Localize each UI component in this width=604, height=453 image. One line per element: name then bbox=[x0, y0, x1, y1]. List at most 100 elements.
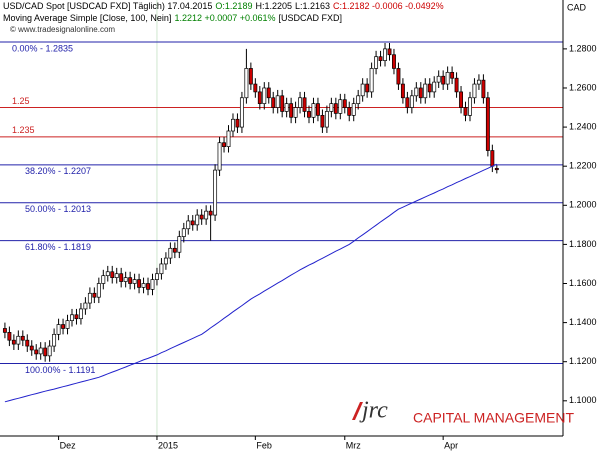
logo-tagline: CAPITAL MANAGEMENT bbox=[413, 410, 574, 426]
header-line: USD/CAD Spot [USDCAD FXD] Täglich) 17.04… bbox=[3, 1, 444, 11]
candle-body bbox=[87, 292, 92, 304]
candle-body bbox=[374, 56, 379, 69]
candle-body bbox=[450, 71, 455, 79]
y-tick-label: 1.2400 bbox=[569, 121, 597, 131]
candle-body bbox=[213, 169, 218, 216]
candle-body bbox=[56, 324, 61, 335]
candle-body bbox=[365, 83, 370, 93]
level-label: 38.20% - 1.2207 bbox=[25, 166, 91, 176]
candle-body bbox=[441, 75, 446, 85]
y-tick-label: 1.1800 bbox=[569, 239, 597, 249]
candle-body bbox=[11, 339, 16, 345]
candle-body bbox=[195, 214, 200, 226]
candle-body bbox=[454, 77, 459, 93]
header-segment: L:1.2163 bbox=[295, 1, 330, 11]
candle-body bbox=[257, 91, 262, 104]
copyright: © www.tradesignalonline.com bbox=[10, 25, 115, 34]
candle-body bbox=[159, 263, 164, 275]
candle-body bbox=[74, 314, 79, 320]
level-label: 61.80% - 1.1819 bbox=[25, 242, 91, 252]
candle-body bbox=[29, 345, 34, 351]
candle-body bbox=[101, 275, 106, 284]
candle-body bbox=[387, 48, 392, 56]
candle-body bbox=[96, 283, 101, 298]
x-tick-label: Apr bbox=[444, 440, 458, 450]
candle-body bbox=[275, 95, 280, 108]
y-tick-label: 1.1400 bbox=[569, 317, 597, 327]
candle-body bbox=[293, 107, 298, 118]
candle-body bbox=[172, 247, 177, 253]
candle-body bbox=[16, 335, 21, 345]
candle-body bbox=[235, 118, 240, 128]
candle-body bbox=[92, 292, 97, 298]
header-segment: USD/CAD Spot [USDCAD FXD] Täglich) 17.04… bbox=[3, 1, 212, 11]
candle-body bbox=[226, 130, 231, 147]
level-label: 1.235 bbox=[12, 125, 35, 135]
candle-body bbox=[280, 95, 285, 112]
candle-body bbox=[123, 277, 128, 282]
header-segment: Moving Average Simple [Close, 100, Nein] bbox=[3, 13, 171, 23]
candle-body bbox=[360, 83, 365, 97]
candle-body bbox=[329, 103, 334, 112]
candle-body bbox=[110, 271, 115, 278]
candle-body bbox=[463, 107, 468, 116]
logo: jrc CAPITAL MANAGEMENT bbox=[352, 398, 574, 426]
candle-body bbox=[400, 83, 405, 99]
candle-body bbox=[132, 279, 137, 284]
candle-body bbox=[423, 83, 428, 99]
candle-body bbox=[61, 324, 66, 329]
candle-body bbox=[320, 115, 325, 128]
candle-body bbox=[114, 273, 119, 278]
level-label: 0.00% - 1.2835 bbox=[12, 43, 73, 53]
candle-body bbox=[7, 332, 12, 341]
candle-body bbox=[324, 111, 329, 128]
candle-body bbox=[128, 277, 133, 284]
candle-body bbox=[298, 97, 303, 108]
x-tick-label: Feb bbox=[256, 440, 272, 450]
candle-body bbox=[289, 103, 294, 118]
candle-body bbox=[222, 142, 226, 147]
header-line: Moving Average Simple [Close, 100, Nein]… bbox=[3, 13, 342, 23]
candle-body bbox=[409, 95, 414, 108]
candle-body bbox=[239, 97, 244, 128]
candle-body bbox=[427, 83, 432, 93]
candle-body bbox=[392, 54, 396, 69]
level-label: 1.25 bbox=[12, 96, 30, 106]
candle-body bbox=[396, 68, 401, 85]
candle-body bbox=[476, 79, 481, 85]
candle-body bbox=[231, 118, 235, 132]
level-label: 50.00% - 1.2013 bbox=[25, 204, 91, 214]
candle-body bbox=[204, 210, 209, 220]
level-label: 100.00% - 1.1191 bbox=[25, 365, 95, 375]
x-tick-label: Dez bbox=[60, 440, 77, 450]
y-tick-label: 1.2200 bbox=[569, 161, 597, 171]
candle-body bbox=[141, 283, 146, 288]
candle-body bbox=[20, 335, 25, 341]
candle-body bbox=[436, 75, 441, 83]
candle-body bbox=[481, 79, 486, 99]
candle-body bbox=[472, 83, 477, 99]
header-segment: H:1.2205 bbox=[255, 1, 292, 11]
candle-body bbox=[315, 103, 320, 116]
candle-body bbox=[78, 308, 83, 320]
candle-body bbox=[378, 56, 383, 61]
candle-body bbox=[284, 103, 289, 112]
candle-body bbox=[262, 87, 267, 104]
candle-body bbox=[163, 257, 168, 265]
candle-body bbox=[168, 247, 173, 259]
candle-body bbox=[253, 83, 258, 93]
candle-body bbox=[34, 349, 39, 355]
candle-body bbox=[70, 314, 74, 321]
candle-body bbox=[432, 81, 437, 93]
y-tick-label: 1.1000 bbox=[569, 395, 597, 405]
candle-body bbox=[52, 333, 57, 347]
candle-body bbox=[445, 71, 450, 85]
candle-body bbox=[494, 167, 499, 171]
candle-body bbox=[490, 150, 495, 167]
y-axis-label: CAD bbox=[567, 2, 587, 12]
candle-body bbox=[244, 68, 249, 99]
candle-body bbox=[459, 91, 463, 108]
candle-body bbox=[271, 97, 276, 108]
